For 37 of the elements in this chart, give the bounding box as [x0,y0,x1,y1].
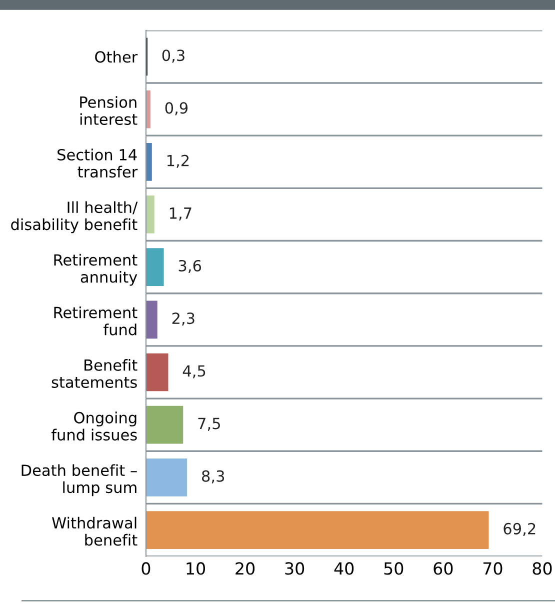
x-tick-label: 70 [483,562,502,575]
y-tick-label: Ongoing fund issues [51,412,137,441]
bar [146,300,158,339]
y-tick-label: Retirement annuity [54,254,138,286]
data-label: 0,9 [165,102,188,116]
y-tick-label: Ill health/ disability benefit [11,201,138,234]
bar [146,353,168,392]
x-tick-label: 80 [532,562,552,575]
data-label: 4,5 [182,365,206,378]
x-tick-label: 40 [334,562,354,575]
bar [146,248,164,286]
data-label: 1,2 [167,154,189,168]
data-label: 69,2 [504,522,536,536]
x-tick-label: 20 [236,562,255,575]
y-tick-label: Pension interest [80,96,138,126]
x-tick-label: 30 [285,562,304,575]
data-label: 1,7 [170,208,192,220]
y-tick-label: Other [95,50,138,63]
bar [146,142,152,181]
bar [146,196,154,234]
data-label: 8,3 [202,470,224,484]
data-label: 3,6 [178,260,202,274]
data-label: 7,5 [198,418,220,431]
y-tick-label: Section 14 transfer [58,148,138,178]
data-label: 0,3 [162,50,184,63]
x-tick-label: 60 [434,562,453,575]
y-tick-label: Death benefit – lump sum [22,464,137,496]
x-tick-label: 50 [384,562,404,575]
y-tick-label: Benefit statements [52,359,138,388]
bar [146,511,489,549]
bar [146,458,188,496]
x-tick-label: 10 [186,562,205,575]
data-label: 2,3 [172,312,194,326]
bar [146,406,184,444]
y-tick-label: Withdrawal benefit [52,516,138,546]
y-tick-label: Retirement fund [54,306,138,336]
x-tick-label: 0 [142,562,150,575]
